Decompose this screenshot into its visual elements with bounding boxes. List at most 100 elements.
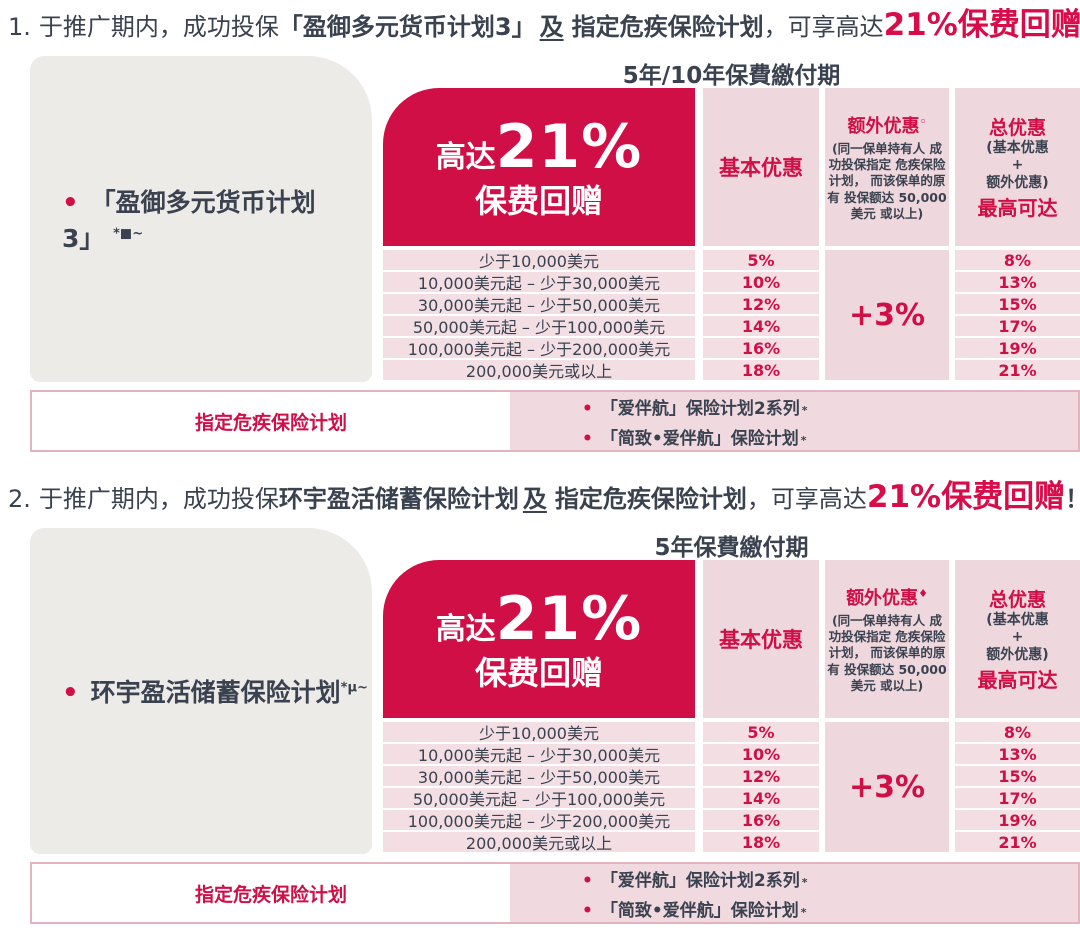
extra-discount-value-cell: +3% — [825, 722, 949, 852]
extra-discount-title: 额外优惠♦ — [846, 584, 928, 610]
premium-band-cell: 200,000美元或以上 — [383, 360, 695, 381]
total-sub-3: 额外优惠) — [986, 646, 1049, 663]
extra-discount-title: 额外优惠◦ — [847, 112, 926, 138]
designated-ci-plans: • 「爱伴航」保险计划2系列 * • 「简致•爱伴航」保险计划 * — [510, 392, 1078, 450]
payment-term-title: 5年保費繳付期 — [654, 535, 809, 561]
heading-conjunction: 及 — [539, 13, 564, 41]
premium-band-cell: 30,000美元起 – 少于50,000美元 — [383, 766, 695, 787]
heading-plan-name: 「盈御多元货币计划3」 — [278, 13, 536, 41]
total-discount-cell: 13% — [955, 272, 1080, 292]
total-discount-title: 总优惠 — [988, 588, 1046, 611]
promo-suffix: 保费回赠 — [474, 181, 603, 220]
promo-badge: 高达 21% 保费回赠 — [383, 560, 695, 718]
section-number: 1. — [8, 13, 31, 41]
basic-discount-cell: 10% — [703, 272, 819, 292]
basic-discount-cell: 5% — [703, 250, 819, 270]
plan-panel: • 环宇盈活储蓄保险计划*μ~ — [30, 528, 372, 854]
heading-text-2: ，可享高达 — [763, 13, 884, 41]
total-discount-cell: 15% — [955, 766, 1080, 786]
basic-discount-cell: 12% — [703, 294, 819, 314]
section-number: 2. — [8, 485, 31, 513]
premium-band-cell: 100,000美元起 – 少于200,000美元 — [383, 338, 695, 359]
plan-label: • 环宇盈活储蓄保险计划*μ~ — [30, 673, 368, 709]
extra-footnote-mark: ♦ — [918, 586, 928, 600]
total-sub-1: (基本优惠 — [986, 139, 1049, 156]
extra-footnote-mark: ◦ — [919, 114, 927, 128]
premium-band-cell: 50,000美元起 – 少于100,000美元 — [383, 316, 695, 337]
premium-band-cell: 200,000美元或以上 — [383, 832, 695, 853]
extra-title-text: 额外优惠 — [846, 587, 919, 609]
premium-band-cell: 10,000美元起 – 少于30,000美元 — [383, 744, 695, 765]
premium-band-cell: 少于10,000美元 — [383, 722, 695, 743]
total-discount-header: 总优惠 (基本优惠 + 额外优惠) 最高可达 — [955, 88, 1080, 246]
plan-label: • 「盈御多元货币计划3」 *■~ — [30, 183, 372, 255]
total-discount-header: 总优惠 (基本优惠 + 额外优惠) 最高可达 — [955, 560, 1080, 718]
bullet-icon: • — [582, 900, 593, 921]
promo-prefix: 高达 — [435, 139, 496, 175]
heading-exclamation: ！ — [1065, 485, 1080, 513]
ci-plan-footnote: * — [801, 403, 808, 417]
total-sub-2: + — [1011, 157, 1024, 174]
total-discount-cell: 21% — [955, 360, 1080, 380]
ci-plan-name: 「爱伴航」保险计划2系列 — [600, 870, 800, 891]
plan-name: 环宇盈活储蓄保险计划 — [90, 678, 341, 707]
basic-discount-cell: 10% — [703, 744, 819, 764]
bullet-icon: • — [62, 678, 79, 708]
total-sub-1: (基本优惠 — [986, 611, 1049, 628]
basic-discount-cell: 18% — [703, 832, 819, 852]
premium-band-cell: 30,000美元起 – 少于50,000美元 — [383, 294, 695, 315]
promo-suffix: 保费回赠 — [474, 653, 603, 692]
heading-ci-plan: 指定危疾保险计划 — [554, 485, 747, 513]
designated-ci-band: 指定危疾保险计划 • 「爱伴航」保险计划2系列 * • 「简致•爱伴航」保险计划 * — [30, 862, 1080, 924]
plan-footnote-marks: *■~ — [113, 226, 144, 242]
total-discount-title: 总优惠 — [988, 116, 1046, 139]
extra-discount-value-cell: +3% — [825, 250, 949, 380]
bullet-icon: • — [62, 188, 79, 218]
extra-title-text: 额外优惠 — [847, 115, 920, 137]
promo-percentage: 21% — [495, 111, 643, 182]
total-discount-cell: 19% — [955, 810, 1080, 830]
section-heading: 1. 于推广期内，成功投保「盈御多元货币计划3」及指定危疾保险计划，可享高达21%… — [8, 8, 1080, 44]
ci-plan-item: • 「简致•爱伴航」保险计划 * — [582, 896, 1078, 921]
ci-plan-footnote: * — [800, 433, 807, 447]
promo-section-2: 2. 于推广期内，成功投保环宇盈活储蓄保险计划及指定危疾保险计划，可享高达21%保… — [0, 472, 1080, 935]
basic-discount-cell: 16% — [703, 338, 819, 358]
promo-line-1: 高达 21% — [435, 111, 643, 182]
heading-ci-plan: 指定危疾保险计划 — [571, 13, 764, 41]
total-discount-cell: 19% — [955, 338, 1080, 358]
ci-plan-item: • 「简致•爱伴航」保险计划 * — [582, 424, 1078, 449]
total-discount-cell: 17% — [955, 788, 1080, 808]
basic-discount-cell: 18% — [703, 360, 819, 380]
payment-term-title: 5年/10年保費繳付期 — [622, 63, 841, 89]
bullet-icon: • — [582, 398, 593, 419]
heading-conjunction: 及 — [522, 485, 547, 513]
designated-ci-band: 指定危疾保险计划 • 「爱伴航」保险计划2系列 * • 「简致•爱伴航」保险计划 * — [30, 390, 1080, 452]
ci-plan-item: • 「爱伴航」保险计划2系列 * — [582, 394, 1078, 419]
bullet-icon: • — [582, 870, 593, 891]
section-heading: 2. 于推广期内，成功投保环宇盈活储蓄保险计划及指定危疾保险计划，可享高达21%保… — [8, 480, 1080, 516]
ci-plan-footnote: * — [800, 905, 807, 919]
promo-percentage: 21% — [495, 583, 643, 654]
designated-ci-plans: • 「爱伴航」保险计划2系列 * • 「简致•爱伴航」保险计划 * — [510, 864, 1078, 922]
basic-discount-header: 基本优惠 — [703, 560, 819, 718]
premium-band-cell: 10,000美元起 – 少于30,000美元 — [383, 272, 695, 293]
bullet-icon: • — [582, 428, 593, 449]
total-discount-cell: 21% — [955, 832, 1080, 852]
total-sub-3: 额外优惠) — [986, 174, 1049, 191]
ci-plan-name: 「简致•爱伴航」保险计划 — [600, 900, 799, 921]
total-discount-cell: 8% — [955, 722, 1080, 742]
premium-band-cell: 100,000美元起 – 少于200,000美元 — [383, 810, 695, 831]
basic-discount-cell: 14% — [703, 316, 819, 336]
plan-name: 「盈御多元货币计划3」 — [62, 188, 316, 253]
promo-line-1: 高达 21% — [436, 583, 643, 654]
total-discount-cell: 17% — [955, 316, 1080, 336]
total-max-label: 最高可达 — [977, 196, 1058, 221]
heading-text-2: ，可享高达 — [746, 485, 867, 513]
ci-plan-name: 「简致•爱伴航」保险计划 — [600, 428, 799, 449]
basic-discount-cell: 12% — [703, 766, 819, 786]
ci-plan-name: 「爱伴航」保险计划2系列 — [600, 398, 800, 419]
plan-footnote-marks: *μ~ — [340, 680, 368, 696]
designated-ci-label: 指定危疾保险计划 — [32, 392, 510, 450]
heading-highlight: 21%保费回赠 — [883, 7, 1080, 43]
promo-section-1: 1. 于推广期内，成功投保「盈御多元货币计划3」及指定危疾保险计划，可享高达21%… — [0, 0, 1080, 463]
